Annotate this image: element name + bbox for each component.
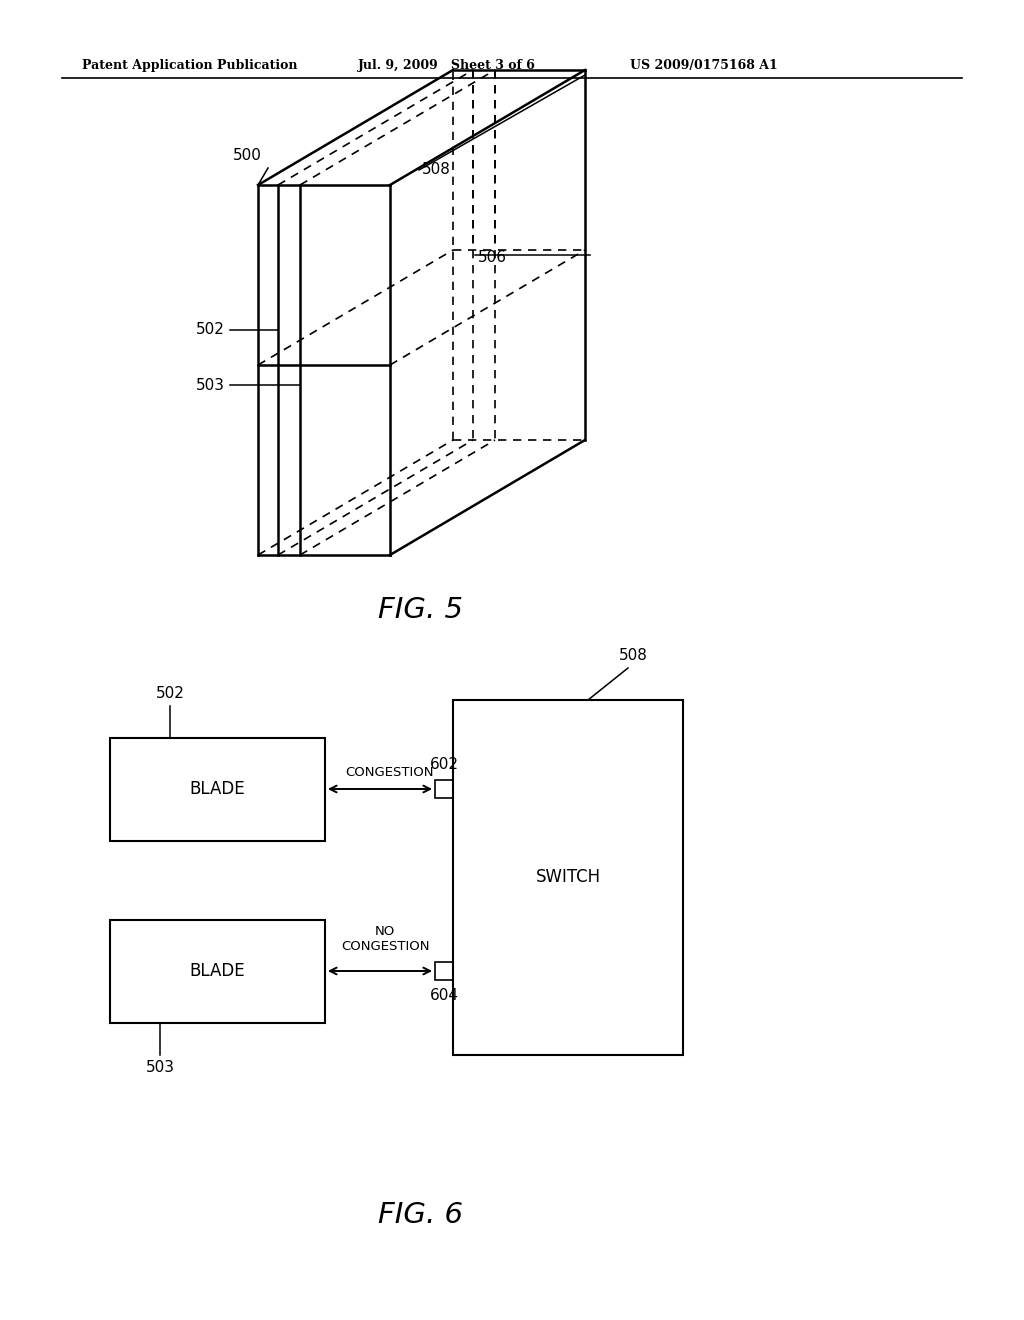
Text: 502: 502 <box>156 686 184 701</box>
Text: FIG. 5: FIG. 5 <box>378 597 463 624</box>
Text: 508: 508 <box>422 162 451 177</box>
Text: FIG. 6: FIG. 6 <box>378 1201 463 1229</box>
Bar <box>453 700 683 1055</box>
Bar <box>110 738 325 841</box>
Text: BLADE: BLADE <box>189 962 246 981</box>
Text: 602: 602 <box>429 756 459 772</box>
Text: 503: 503 <box>196 378 225 392</box>
Text: SWITCH: SWITCH <box>536 869 600 887</box>
Text: Patent Application Publication: Patent Application Publication <box>82 58 298 71</box>
Text: Jul. 9, 2009   Sheet 3 of 6: Jul. 9, 2009 Sheet 3 of 6 <box>358 58 536 71</box>
Text: US 2009/0175168 A1: US 2009/0175168 A1 <box>630 58 778 71</box>
Text: 508: 508 <box>618 648 647 663</box>
Text: 500: 500 <box>233 148 262 162</box>
Text: 503: 503 <box>145 1060 174 1074</box>
Bar <box>435 780 453 799</box>
Text: CONGESTION: CONGESTION <box>346 766 434 779</box>
Text: NO
CONGESTION: NO CONGESTION <box>341 925 429 953</box>
Text: 506: 506 <box>478 251 507 265</box>
Text: BLADE: BLADE <box>189 780 246 799</box>
Bar <box>110 920 325 1023</box>
Text: 604: 604 <box>429 987 459 1003</box>
Bar <box>435 962 453 979</box>
Text: 502: 502 <box>197 322 225 338</box>
